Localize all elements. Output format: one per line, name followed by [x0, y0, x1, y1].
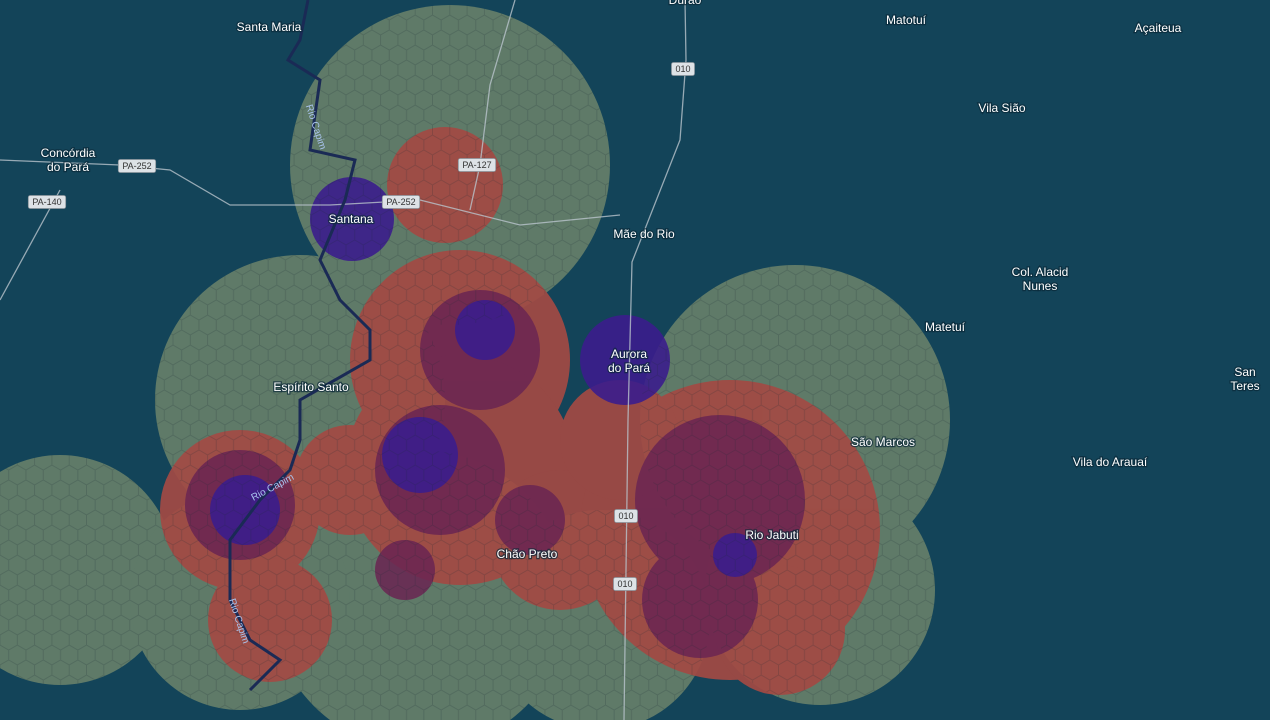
place-label: Aurora: [611, 347, 647, 361]
road-shield-bg: [614, 509, 638, 523]
place-label: Concórdia: [41, 146, 96, 160]
road-shield-bg: [117, 159, 157, 173]
road-shield: 010: [613, 577, 637, 591]
place-label: do Pará: [47, 160, 89, 174]
road-shield: PA-252: [117, 159, 157, 173]
road-shield-bg: [381, 195, 421, 209]
place-label: Espírito Santo: [273, 380, 349, 394]
road-shield-bg: [671, 62, 695, 76]
place-label: San: [1234, 365, 1255, 379]
place-label: Vila do Arauaí: [1073, 455, 1148, 469]
road-shield: PA-252: [381, 195, 421, 209]
place-label: Santa Maria: [237, 20, 302, 34]
rivers: [228, 0, 372, 692]
place-label: Nunes: [1023, 279, 1058, 293]
road-label: 010: [617, 579, 632, 589]
place-label: Matotuí: [886, 13, 927, 27]
road-shield: 010: [671, 62, 695, 76]
place-label: Santana: [329, 212, 374, 226]
road-shield: PA-140: [27, 195, 67, 209]
place-label: Rio Jabuti: [745, 528, 798, 542]
place-label: Mãe do Rio: [613, 227, 675, 241]
road-label: PA-252: [386, 197, 415, 207]
road-shield-bg: [613, 577, 637, 591]
road-label: PA-252: [122, 161, 151, 171]
road-shield-bg: [27, 195, 67, 209]
place-label: Teres: [1230, 379, 1259, 393]
place-label: São Marcos: [851, 435, 915, 449]
road-label: PA-140: [32, 197, 61, 207]
road-label: 010: [675, 64, 690, 74]
road-shield: 010: [614, 509, 638, 523]
road-label: PA-127: [462, 160, 491, 170]
road-label: 010: [618, 511, 633, 521]
place-label: Matetuí: [925, 320, 966, 334]
place-label: do Pará: [608, 361, 650, 375]
road-shield-bg: [457, 158, 497, 172]
place-label: Col. Alacid: [1012, 265, 1069, 279]
place-label: Durão: [669, 0, 702, 7]
place-label: Vila Sião: [978, 101, 1025, 115]
place-label: Chão Preto: [497, 547, 558, 561]
place-label: Açaiteua: [1135, 21, 1182, 35]
road-shield: PA-127: [457, 158, 497, 172]
